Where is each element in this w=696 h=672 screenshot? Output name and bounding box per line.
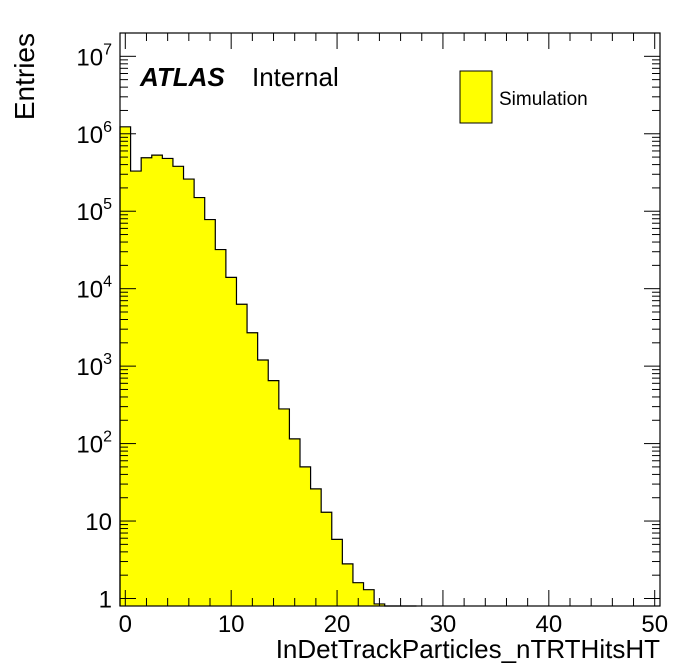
x-tick-labels: 0 10 20 30 40 50	[119, 611, 668, 638]
y-axis-title: Entries	[9, 33, 40, 120]
y-tick-base: 10	[76, 199, 103, 226]
y-tick-base: 10	[85, 509, 112, 536]
histogram-bar	[267, 380, 280, 607]
y-tick-label: 107	[76, 41, 112, 71]
histogram-bar	[193, 197, 206, 607]
y-tick-label: 102	[76, 429, 112, 459]
histogram-bar	[246, 332, 258, 607]
x-tick-label: 30	[430, 611, 457, 638]
histogram-bar	[320, 511, 333, 607]
histogram-bar	[183, 178, 195, 607]
x-tick-label: 40	[535, 611, 562, 638]
legend-swatch	[459, 70, 493, 124]
histogram-bars	[119, 126, 386, 607]
histogram-bar	[342, 563, 354, 607]
x-tick-label: 20	[324, 611, 351, 638]
x-tick-label: 50	[641, 611, 668, 638]
y-tick-exponent: 6	[103, 119, 112, 136]
atlas-status-text: Internal	[252, 62, 339, 92]
y-tick-label: 106	[76, 119, 112, 149]
y-tick-label: 1	[99, 586, 112, 613]
histogram-bar	[140, 157, 153, 607]
histogram-bar	[130, 170, 142, 607]
histogram-outline	[119, 126, 417, 607]
histogram-bar	[151, 154, 163, 607]
histogram-bar	[278, 408, 290, 607]
histogram-bar	[162, 158, 174, 607]
histogram-bar	[214, 249, 227, 607]
atlas-label: ATLAS Internal	[139, 62, 339, 92]
legend-label: Simulation	[499, 89, 588, 110]
legend: Simulation	[459, 70, 588, 124]
y-tick-base: 10	[76, 432, 103, 459]
y-tick-exponent: 4	[103, 274, 112, 291]
histogram-bar	[289, 438, 301, 607]
y-tick-base: 10	[76, 122, 103, 149]
y-tick-base: 10	[76, 44, 103, 71]
y-tick-exponent: 3	[103, 351, 112, 368]
y-tick-base: 10	[76, 354, 103, 381]
y-tick-exponent: 2	[103, 429, 112, 446]
x-tick-label: 0	[119, 611, 132, 638]
x-axis-title: InDetTrackParticles_nTRTHitsHT	[276, 634, 660, 664]
histogram-bar	[363, 589, 375, 607]
histogram-bar	[236, 303, 248, 607]
y-tick-base: 10	[76, 277, 103, 304]
y-tick-label: 105	[76, 196, 112, 226]
histogram-bar	[257, 359, 269, 607]
histogram-bar	[299, 466, 311, 607]
x-tick-label: 10	[218, 611, 245, 638]
histogram-bar	[225, 277, 237, 607]
histogram-bar	[172, 166, 184, 607]
histogram-bar	[204, 219, 216, 607]
y-tick-label: 104	[76, 274, 112, 304]
axis-ticks	[120, 32, 660, 606]
y-tick-label: 10	[85, 509, 112, 536]
atlas-logo-text: ATLAS	[139, 62, 225, 92]
y-tick-exponent: 7	[103, 41, 112, 58]
histogram-bar	[310, 488, 322, 607]
y-tick-base: 1	[99, 586, 112, 613]
y-tick-exponent: 5	[103, 196, 112, 213]
y-tick-label: 103	[76, 351, 112, 381]
